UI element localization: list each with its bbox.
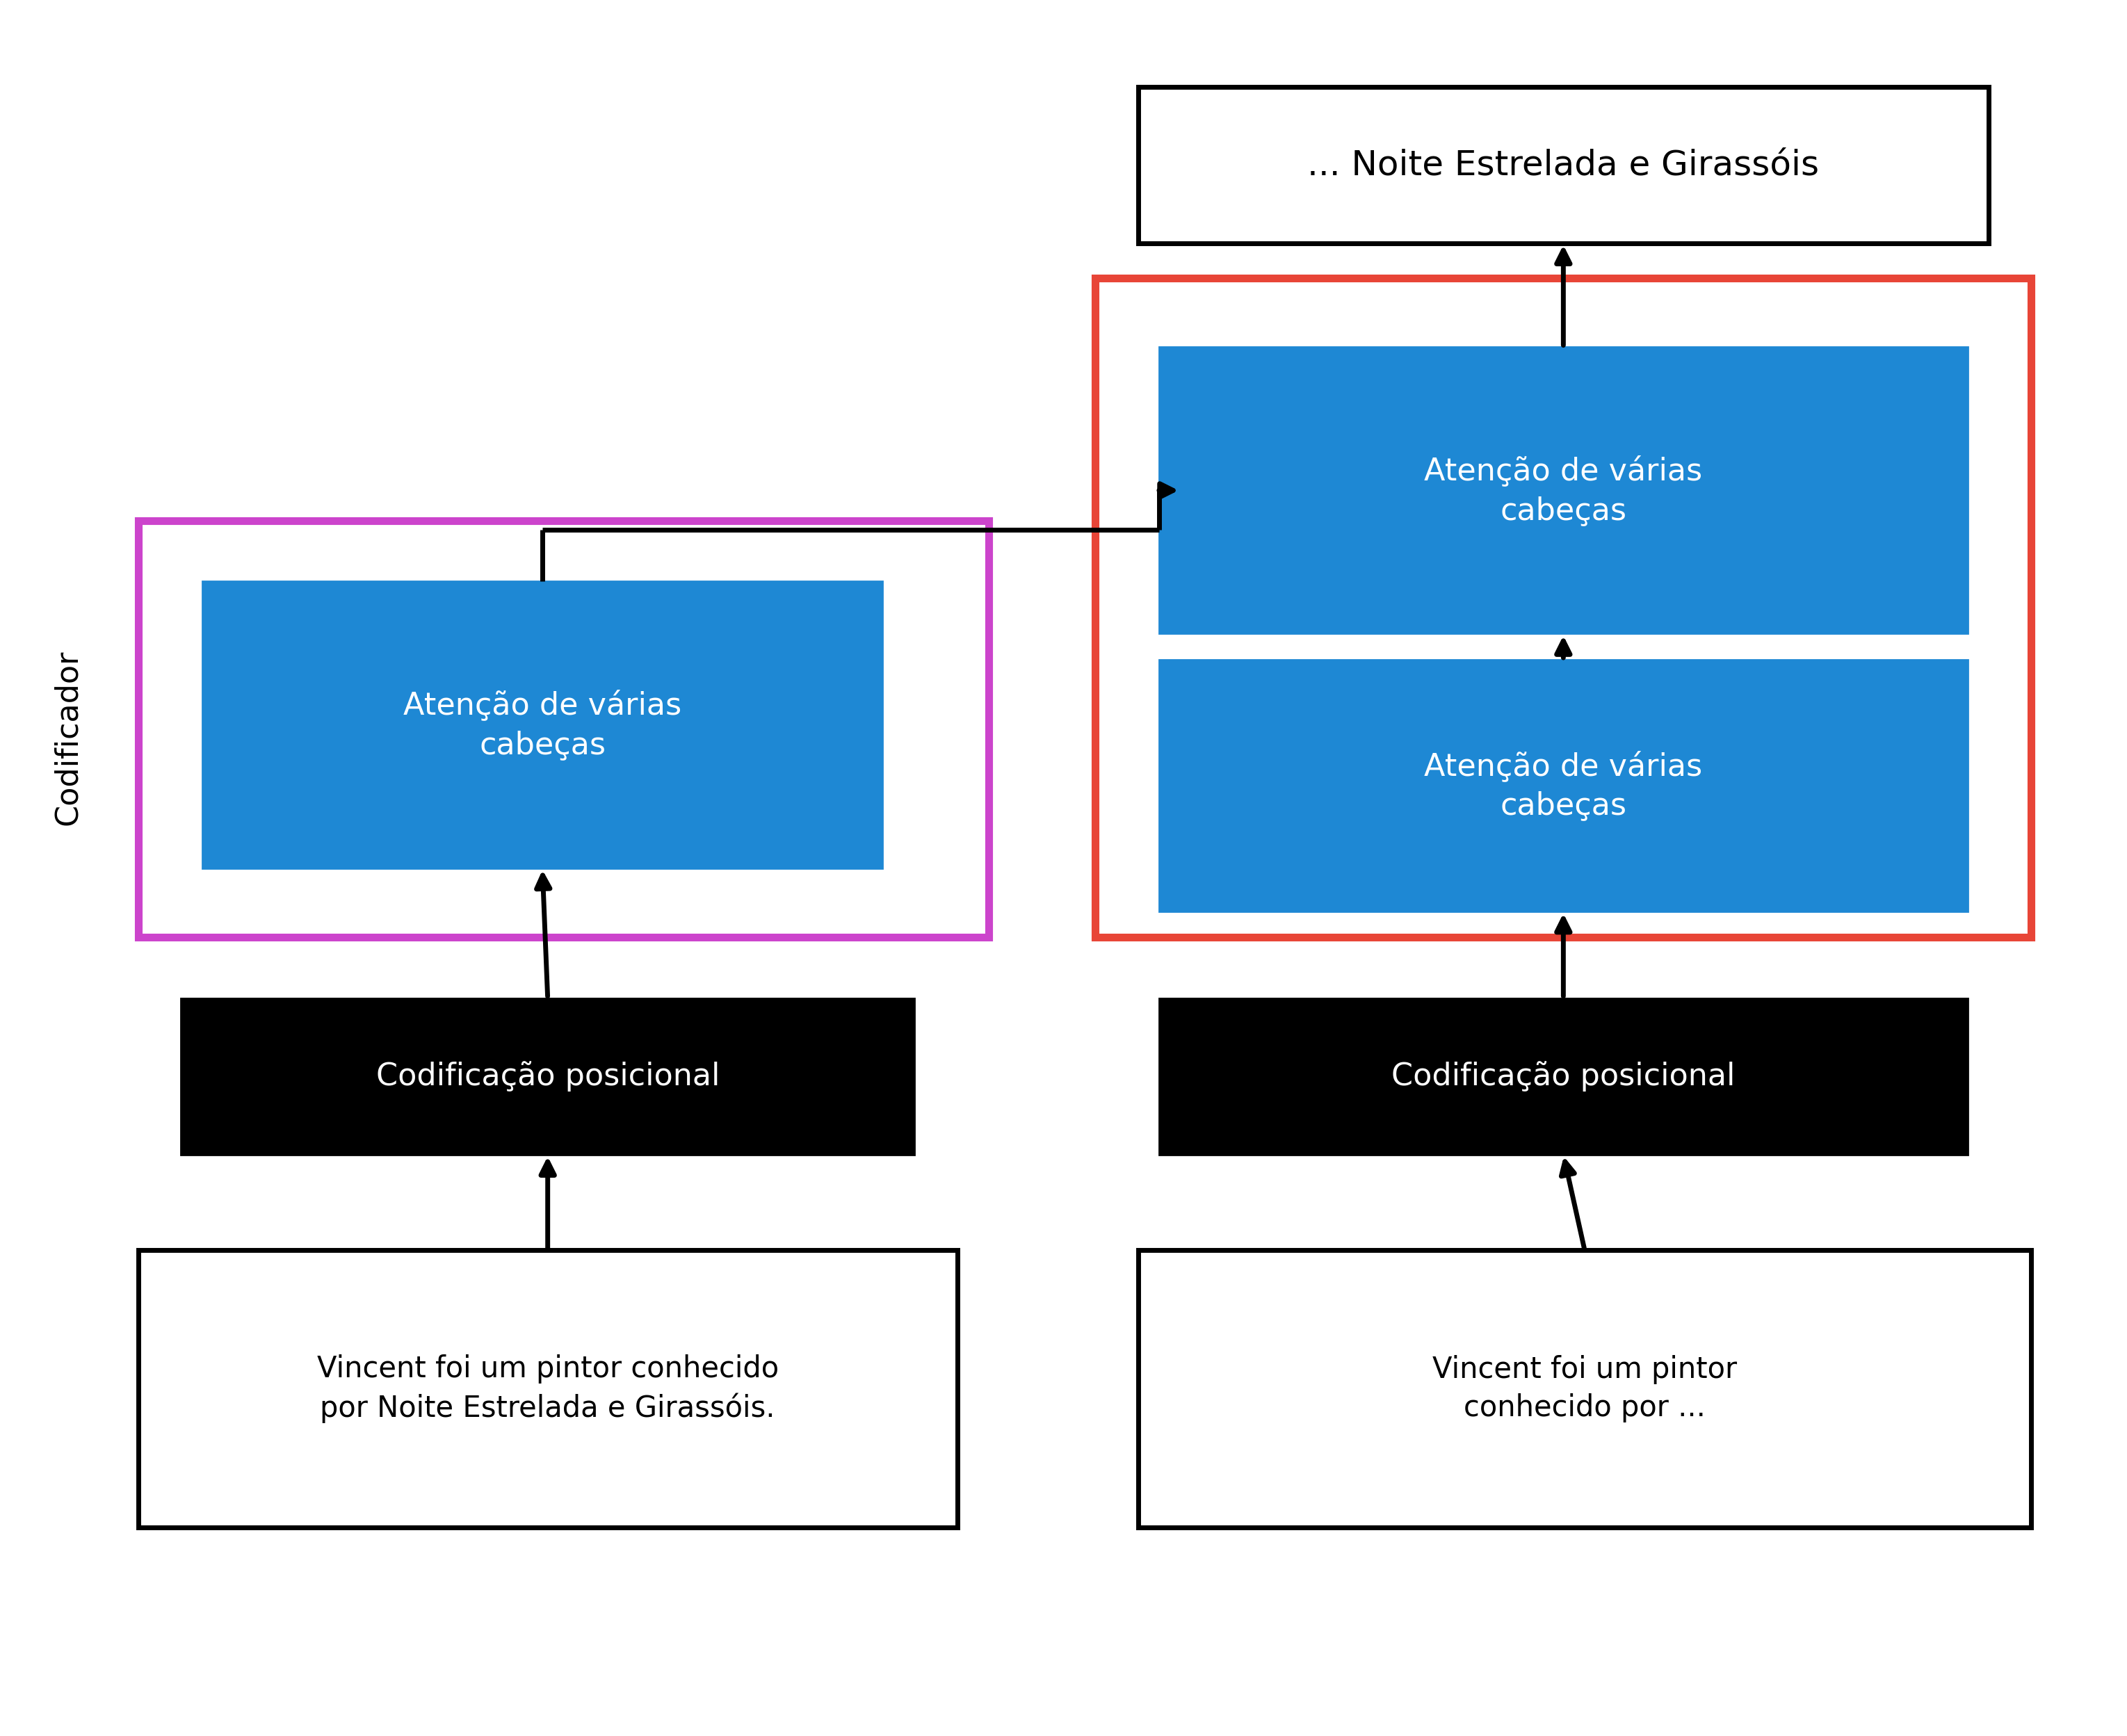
Text: Atenção de várias
cabeças: Atenção de várias cabeças xyxy=(1425,750,1702,821)
FancyBboxPatch shape xyxy=(1138,1250,2031,1528)
FancyBboxPatch shape xyxy=(1138,87,1989,243)
FancyBboxPatch shape xyxy=(202,582,883,868)
FancyBboxPatch shape xyxy=(1159,660,1967,911)
FancyBboxPatch shape xyxy=(1159,998,1967,1154)
Text: Atenção de várias
cabeças: Atenção de várias cabeças xyxy=(404,689,681,760)
FancyBboxPatch shape xyxy=(1095,278,2031,937)
Text: Vincent foi um pintor conhecido
por Noite Estrelada e Girassóis.: Vincent foi um pintor conhecido por Noit… xyxy=(317,1354,778,1424)
Text: Atenção de várias
cabeças: Atenção de várias cabeças xyxy=(1425,455,1702,526)
Text: Vincent foi um pintor
conhecido por ...: Vincent foi um pintor conhecido por ... xyxy=(1431,1356,1738,1422)
FancyBboxPatch shape xyxy=(181,998,915,1154)
Text: Codificação posicional: Codificação posicional xyxy=(376,1061,719,1092)
Text: Codificação posicional: Codificação posicional xyxy=(1391,1061,1736,1092)
FancyBboxPatch shape xyxy=(138,1250,957,1528)
FancyBboxPatch shape xyxy=(138,521,989,937)
Text: Codificador: Codificador xyxy=(53,649,83,826)
FancyBboxPatch shape xyxy=(1159,347,1967,634)
Text: ... Noite Estrelada e Girassóis: ... Noite Estrelada e Girassóis xyxy=(1308,148,1819,182)
